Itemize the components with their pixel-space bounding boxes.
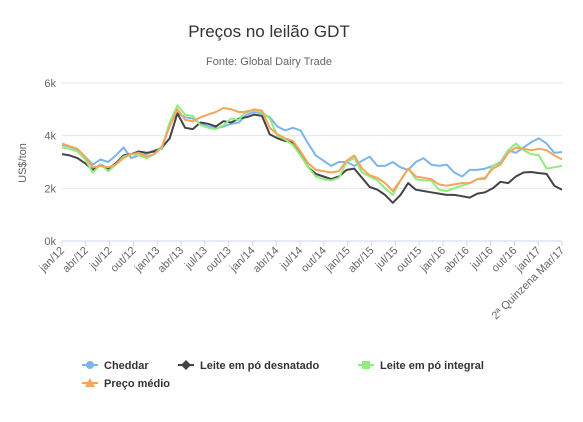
y-tick-label: 0k <box>44 236 56 248</box>
x-tick-label: jan/16 <box>418 245 448 275</box>
series-lines <box>61 104 563 204</box>
x-tick-label: abr/13 <box>156 245 187 276</box>
legend-item[interactable]: Leite em pó desnatado <box>178 360 319 372</box>
legend-label: Cheddar <box>104 360 149 372</box>
legend-label: Leite em pó integral <box>380 360 484 372</box>
y-axis-label: US$/ton <box>17 143 29 183</box>
x-tick-label: out/12 <box>108 245 138 275</box>
y-tick-label: 4k <box>44 131 56 143</box>
x-tick-label: abr/14 <box>251 245 282 276</box>
x-tick-label: abr/12 <box>60 245 91 276</box>
legend: Cheddar Leite em pó desnatado Leite em pó … <box>82 360 484 390</box>
x-tick-label: abr/15 <box>346 245 377 276</box>
x-tick-label: jan/13 <box>132 245 162 275</box>
x-axis-ticks: jan/12abr/12jul/12out/12jan/13abr/13jul/… <box>37 241 567 322</box>
legend-label: Preço médio <box>104 378 170 390</box>
y-tick-label: 6k <box>44 78 56 90</box>
x-tick-label: abr/16 <box>441 245 472 276</box>
y-axis-ticks: 0k 2k 4k 6k <box>44 78 56 248</box>
legend-marker-circle <box>86 361 94 369</box>
legend-item[interactable]: Cheddar <box>82 360 149 372</box>
x-tick-label: out/13 <box>204 245 234 275</box>
y-tick-label: 2k <box>44 183 56 195</box>
grid-lines <box>62 82 562 242</box>
chart-subtitle: Fonte: Global Dairy Trade <box>206 56 332 68</box>
x-tick-label: out/14 <box>299 245 329 275</box>
x-tick-label: jan/15 <box>322 245 352 275</box>
legend-item[interactable]: Preço médio <box>82 378 170 390</box>
legend-item[interactable]: Leite em pó integral <box>358 360 484 372</box>
legend-marker-triangle <box>85 378 95 387</box>
x-tick-label: jan/12 <box>37 245 67 275</box>
chart-title: Preços no leilão GDT <box>188 22 350 41</box>
x-tick-label: out/16 <box>489 245 519 275</box>
legend-marker-square <box>362 361 370 369</box>
series-line[interactable] <box>61 112 563 204</box>
series-line[interactable] <box>61 111 563 178</box>
legend-marker-diamond <box>181 360 191 370</box>
series-line[interactable] <box>61 107 563 192</box>
x-tick-label: jan/14 <box>227 245 257 275</box>
legend-label: Leite em pó desnatado <box>200 360 319 372</box>
x-tick-label: out/15 <box>394 245 424 275</box>
